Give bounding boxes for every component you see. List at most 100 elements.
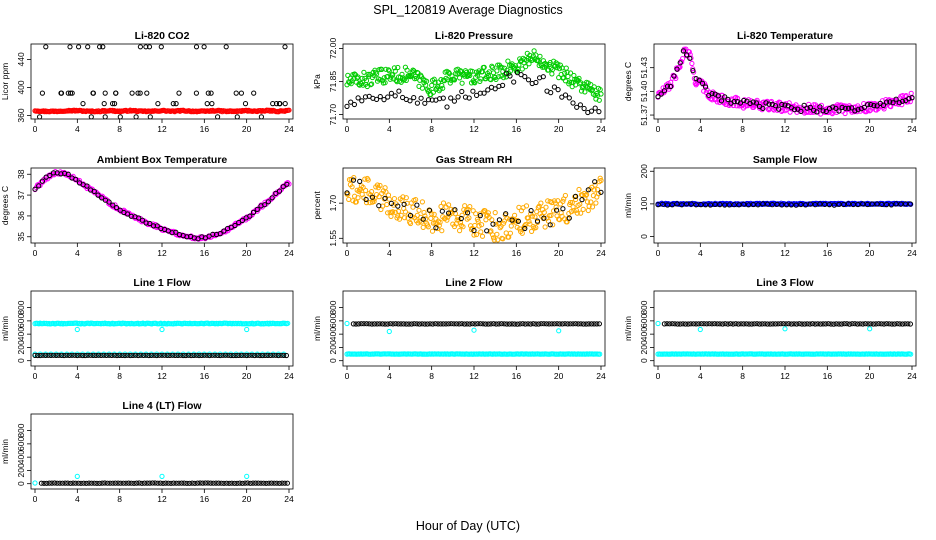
data-point <box>879 201 885 207</box>
data-point <box>809 321 816 327</box>
data-point <box>102 480 108 486</box>
data-point <box>151 352 157 358</box>
data-point <box>401 321 407 327</box>
data-point <box>355 195 361 201</box>
data-point <box>103 352 110 358</box>
y-tick-label: 400 <box>16 80 26 94</box>
data-point <box>817 104 823 110</box>
data-point <box>458 215 464 222</box>
data-point <box>213 480 219 486</box>
data-point <box>461 321 468 327</box>
data-point <box>487 229 493 235</box>
x-tick-label: 0 <box>33 494 38 504</box>
data-point <box>102 90 108 96</box>
data-point <box>183 352 189 359</box>
data-point <box>494 231 500 237</box>
data-point <box>893 201 899 207</box>
data-point <box>401 77 407 83</box>
data-point <box>353 199 359 205</box>
data-point <box>368 82 374 88</box>
data-point <box>722 94 728 100</box>
data-point <box>91 188 97 194</box>
data-point <box>57 480 63 486</box>
data-point <box>197 480 203 486</box>
data-point <box>173 480 179 486</box>
data-point <box>514 321 521 327</box>
data-point <box>907 321 914 327</box>
data-point <box>867 326 873 332</box>
data-point <box>89 480 95 486</box>
data-point <box>381 97 387 103</box>
data-point <box>414 100 420 106</box>
data-point <box>531 48 537 54</box>
data-point <box>215 114 221 119</box>
data-point <box>522 225 528 232</box>
data-point <box>802 321 808 327</box>
data-point <box>899 321 906 327</box>
data-point <box>167 352 173 358</box>
data-point <box>727 321 734 327</box>
x-tick-label: 4 <box>387 371 392 381</box>
data-point <box>573 196 579 203</box>
data-point <box>388 200 394 206</box>
data-point <box>445 77 451 83</box>
data-point <box>502 71 508 77</box>
data-point <box>887 99 893 105</box>
data-point <box>881 106 887 112</box>
data-point <box>41 480 47 486</box>
data-point <box>363 196 369 203</box>
x-tick-label: 4 <box>75 124 80 134</box>
data-point <box>471 227 477 234</box>
data-point <box>507 73 513 79</box>
data-point <box>285 320 291 326</box>
data-point <box>221 480 227 486</box>
y-tick-label: 400 <box>639 327 649 341</box>
data-point <box>409 321 415 327</box>
data-point <box>220 352 226 358</box>
data-point <box>578 210 584 216</box>
data-point <box>534 57 541 63</box>
data-point <box>446 321 452 327</box>
data-point <box>474 72 480 78</box>
data-point <box>709 321 715 327</box>
x-tick-label: 12 <box>157 494 167 504</box>
data-point <box>527 221 533 227</box>
data-point <box>522 74 528 80</box>
data-point <box>438 321 444 327</box>
data-point <box>860 201 866 207</box>
panel-title: Line 2 Flow <box>445 277 503 289</box>
y-tick-label: 400 <box>328 327 338 341</box>
data-point <box>438 77 444 83</box>
data-point <box>731 99 737 105</box>
data-point <box>379 321 386 327</box>
data-point <box>538 200 544 206</box>
data-point <box>170 228 176 234</box>
data-point <box>555 61 561 67</box>
y-tick-label: 0 <box>16 481 26 486</box>
panel-title: Ambient Box Temperature <box>97 154 228 166</box>
data-point <box>503 70 509 76</box>
data-point <box>88 352 94 358</box>
data-point <box>279 480 285 486</box>
data-point <box>541 321 547 327</box>
data-point <box>697 326 703 333</box>
data-point <box>506 321 513 327</box>
data-point <box>456 321 462 327</box>
data-point <box>565 73 571 80</box>
data-point <box>762 321 768 327</box>
data-point <box>592 179 598 185</box>
panel-title: Li-820 Pressure <box>435 30 513 42</box>
y-tick-label: 37 <box>16 190 26 200</box>
data-point <box>741 201 747 207</box>
data-point <box>369 194 375 200</box>
x-tick-label: 16 <box>200 494 210 504</box>
data-point <box>530 321 536 327</box>
data-point <box>536 321 542 327</box>
data-point <box>480 321 486 327</box>
data-point <box>52 480 58 486</box>
x-tick-label: 12 <box>469 124 479 134</box>
x-tick-label: 24 <box>596 124 606 134</box>
y-tick-label: 600 <box>328 314 338 328</box>
data-point <box>176 480 182 486</box>
